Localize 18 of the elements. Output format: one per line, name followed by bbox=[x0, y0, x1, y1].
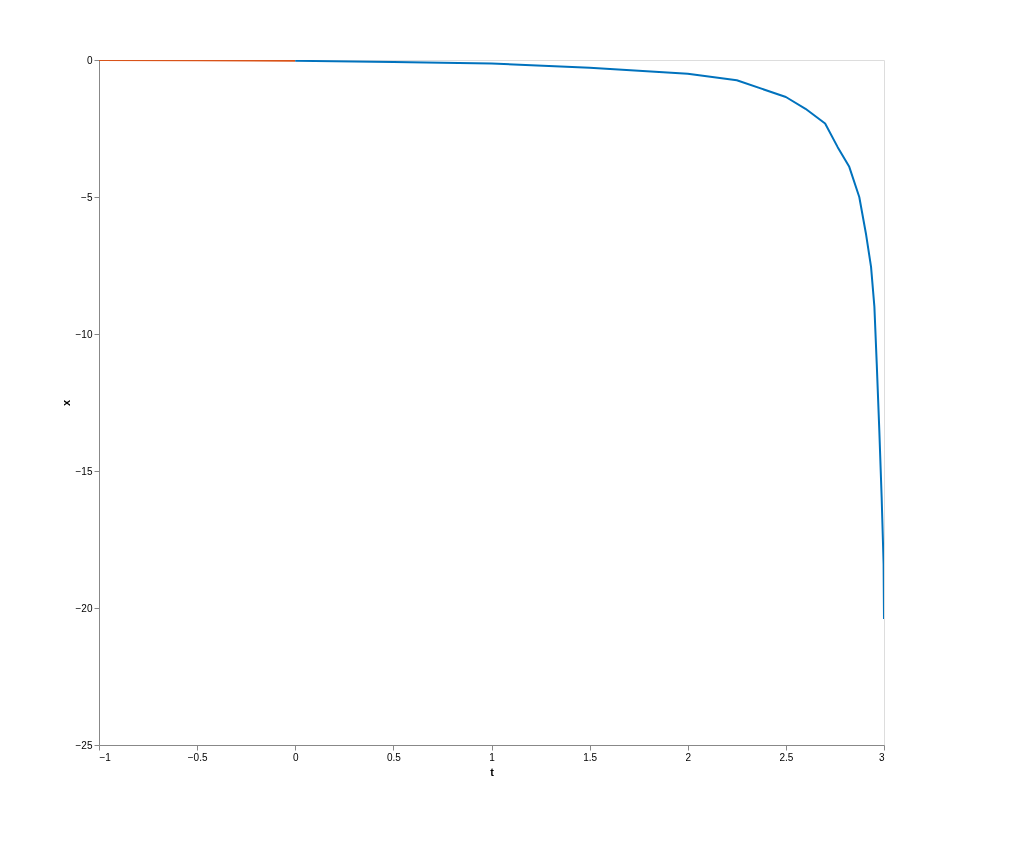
y-tick-label: −25 bbox=[75, 739, 93, 751]
x-tick-label: 3 bbox=[878, 751, 885, 763]
x-tick-label: 2 bbox=[685, 751, 692, 763]
x-tick-label: 2.5 bbox=[779, 751, 794, 763]
x-tick-label: −0.5 bbox=[187, 751, 208, 763]
x-tick-label: 0.5 bbox=[386, 751, 402, 763]
y-tick-label: −5 bbox=[81, 191, 93, 203]
x-tick-label: 1.5 bbox=[583, 751, 598, 763]
y-tick-label: −20 bbox=[75, 602, 93, 614]
x-axis-title: t bbox=[490, 765, 495, 778]
line-series bbox=[294, 60, 884, 620]
y-axis-title: x bbox=[59, 399, 72, 407]
y-tick-label: −10 bbox=[75, 328, 93, 340]
x-tick-label: 1 bbox=[489, 751, 496, 763]
y-tick-label: 0 bbox=[86, 54, 93, 66]
y-tick-label: −15 bbox=[75, 465, 93, 477]
x-tick-label: −1 bbox=[99, 751, 112, 763]
x-tick-label: 0 bbox=[292, 751, 299, 763]
